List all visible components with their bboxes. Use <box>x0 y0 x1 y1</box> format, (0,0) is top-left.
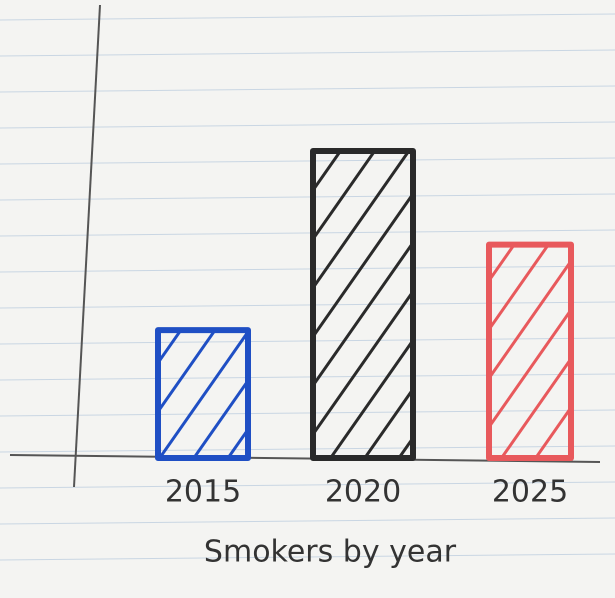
bar <box>155 327 251 461</box>
x-tick-label: 2015 <box>165 475 241 510</box>
bar <box>486 241 574 461</box>
x-axis-label: Smokers by year <box>204 535 457 570</box>
y-axis <box>73 4 101 488</box>
x-tick-label: 2025 <box>492 475 568 510</box>
bar <box>310 147 416 461</box>
x-tick-label: 2020 <box>325 475 401 510</box>
